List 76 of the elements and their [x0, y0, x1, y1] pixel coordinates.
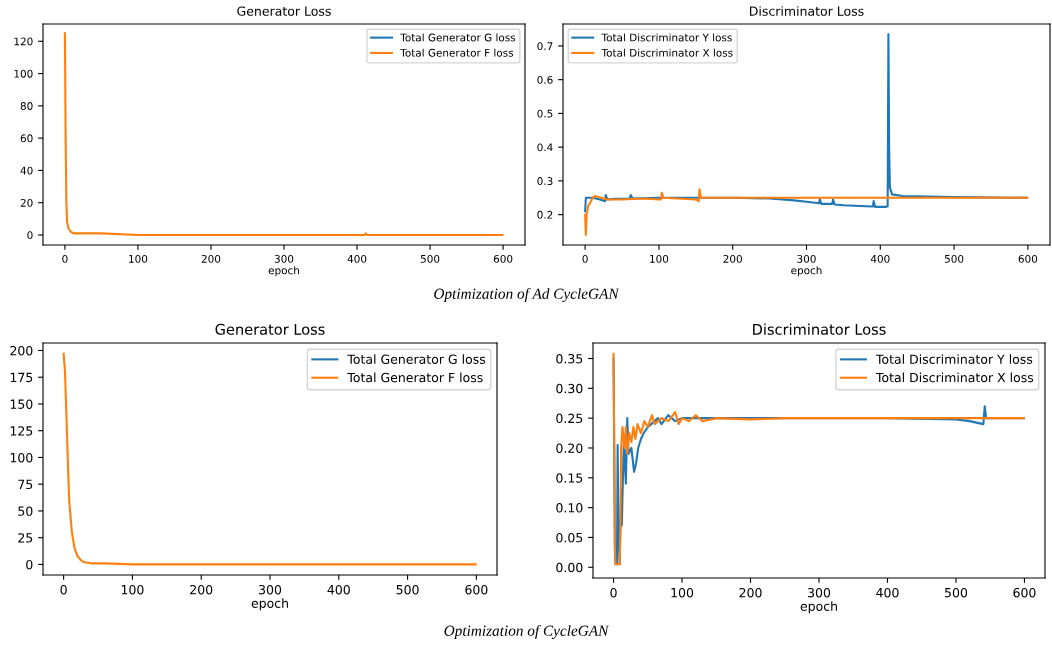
- y-tick-label: 0.6: [537, 75, 553, 84]
- y-tick-label: 0.4: [537, 143, 553, 152]
- x-tick-label: 0: [610, 587, 617, 598]
- y-tick-label: 40: [20, 166, 33, 175]
- x-tick-label: 300: [808, 587, 831, 598]
- x-tick-label: 0: [60, 584, 67, 595]
- x-tick-label: 100: [121, 584, 144, 595]
- y-tick-label: 0.5: [537, 109, 553, 118]
- x-tick-label: 200: [723, 254, 742, 263]
- x-axis-title: epoch: [800, 601, 837, 614]
- y-tick-label: 0.00: [556, 562, 583, 573]
- x-tick-label: 600: [1013, 587, 1036, 598]
- y-tick-label: 0.20: [556, 443, 583, 453]
- chart-title: Generator Loss: [215, 323, 325, 335]
- y-tick-label: 0.30: [556, 383, 583, 394]
- y-tick-label: 80: [20, 102, 33, 110]
- legend-label: Total Discriminator X loss: [601, 48, 733, 57]
- y-tick-label: 0.35: [556, 353, 583, 364]
- x-axis-title: epoch: [791, 266, 822, 277]
- x-tick-label: 600: [1018, 254, 1038, 263]
- x-tick-label: 100: [129, 254, 148, 263]
- x-tick-label: 400: [870, 254, 890, 263]
- chart-title: Discriminator Loss: [753, 323, 886, 335]
- x-tick-label: 100: [671, 587, 694, 598]
- y-tick-label: 0.7: [537, 42, 553, 51]
- y-tick-label: 120: [14, 37, 33, 46]
- y-tick-label: 0.2: [537, 210, 553, 219]
- x-tick-label: 400: [347, 254, 367, 263]
- chart-title: Discriminator Loss: [750, 6, 864, 16]
- legend-label: Total Generator G loss: [347, 354, 486, 364]
- y-tick-label: 0: [26, 559, 33, 570]
- y-tick-label: 20: [20, 198, 33, 207]
- y-tick-label: 125: [10, 426, 33, 436]
- x-tick-label: 500: [396, 584, 419, 595]
- chart-title: Generator Loss: [237, 6, 331, 16]
- y-tick-label: 150: [10, 399, 33, 409]
- y-tick-label: 175: [10, 372, 33, 383]
- legend-label: Total Generator F loss: [347, 372, 483, 383]
- legend-label: Total Discriminator X loss: [875, 372, 1034, 383]
- x-tick-label: 400: [327, 584, 350, 595]
- text: Optimization of CycleGAN: [444, 624, 610, 640]
- y-tick-label: 0.10: [556, 503, 583, 513]
- x-tick-label: 500: [420, 254, 440, 263]
- x-tick-label: 100: [650, 254, 669, 263]
- y-tick-label: 0: [27, 231, 33, 240]
- legend-label: Total Discriminator Y loss: [875, 354, 1033, 364]
- y-tick-label: 75: [18, 479, 33, 490]
- y-tick-label: 25: [18, 533, 33, 543]
- x-tick-label: 600: [493, 254, 513, 263]
- x-tick-label: 200: [190, 584, 213, 595]
- x-tick-label: 500: [944, 254, 964, 263]
- x-tick-label: 600: [465, 584, 488, 595]
- legend-label: Total Generator F loss: [400, 48, 514, 57]
- x-axis-title: epoch: [251, 598, 288, 611]
- y-tick-label: 0.05: [556, 532, 583, 543]
- x-tick-label: 400: [876, 587, 899, 598]
- y-tick-label: 60: [20, 134, 33, 143]
- line-series: [584, 188, 1029, 236]
- y-tick-label: 0.25: [556, 413, 583, 424]
- y-tick-label: 200: [10, 345, 33, 356]
- y-tick-label: 100: [14, 69, 33, 78]
- x-tick-label: 300: [274, 254, 294, 263]
- y-tick-label: 0.3: [537, 177, 553, 185]
- x-tick-label: 200: [739, 587, 762, 598]
- y-tick-label: 0.15: [556, 473, 583, 483]
- x-tick-label: 500: [945, 587, 968, 598]
- x-axis-title: epoch: [268, 266, 299, 277]
- y-tick-label: 50: [18, 506, 33, 516]
- x-tick-label: 300: [259, 584, 282, 595]
- legend-label: Total Discriminator Y loss: [601, 33, 732, 42]
- text: Optimization of Ad CycleGAN: [434, 287, 620, 303]
- x-tick-label: 200: [201, 254, 221, 263]
- x-tick-label: 300: [797, 254, 816, 263]
- legend-label: Total Generator G loss: [400, 33, 516, 42]
- x-tick-label: 0: [62, 254, 68, 263]
- y-tick-label: 100: [10, 452, 33, 463]
